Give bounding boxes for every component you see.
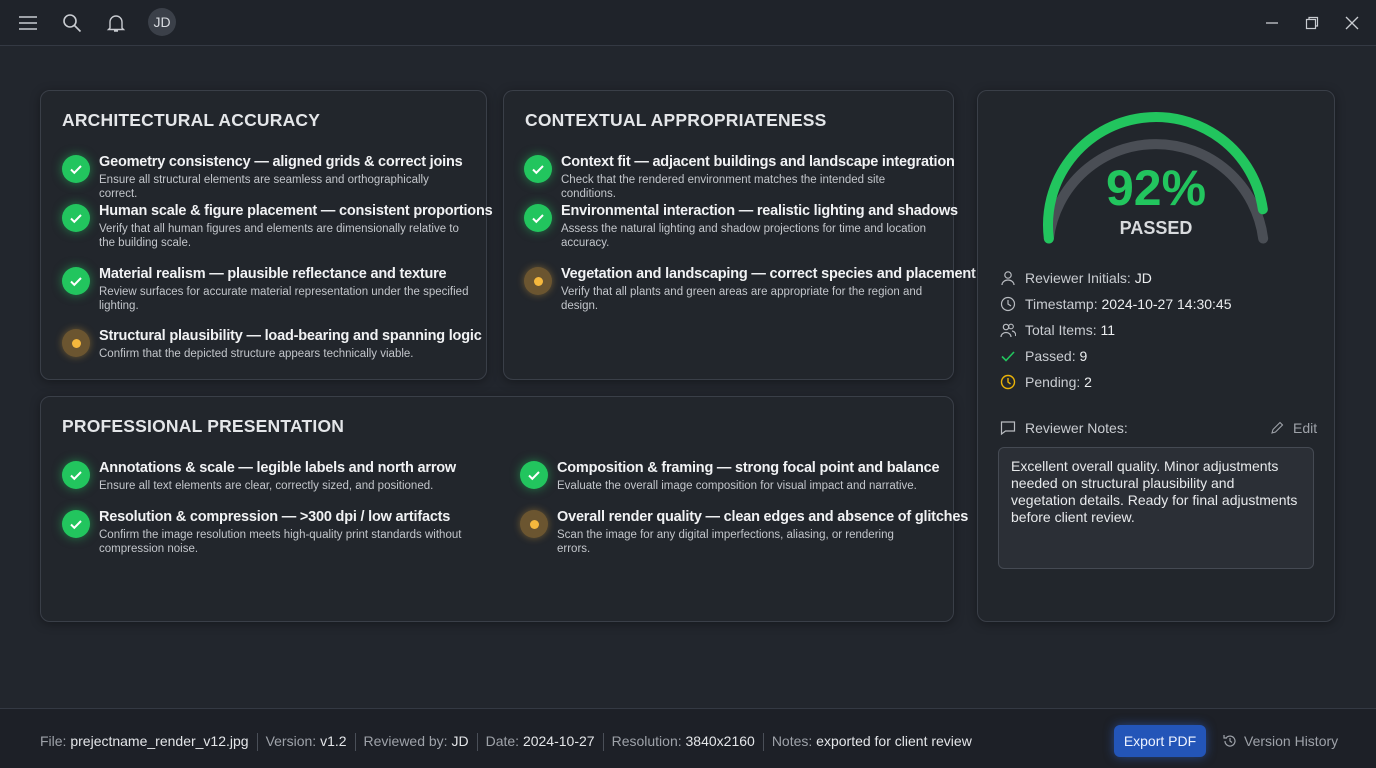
section-title: ARCHITECTURAL ACCURACY [62,110,321,130]
users-icon [1000,323,1016,338]
reviewer-row: Reviewer Initials: JD [1000,270,1152,286]
pending-label: Pending: [1025,374,1081,390]
item-title: Overall render quality — clean edges and… [557,509,969,525]
pending-value: 2 [1084,374,1092,390]
reviewer-notes-textarea[interactable]: Excellent overall quality. Minor adjustm… [998,447,1314,569]
check-circle-icon[interactable] [62,510,90,538]
maximize-icon[interactable] [1300,11,1324,35]
gauge-track [1043,139,1269,244]
notes-label: Reviewer Notes: [1025,420,1128,436]
gauge-fill [1043,111,1268,244]
percent-value: 92% [1105,160,1207,216]
item-title: Context fit — adjacent buildings and lan… [561,154,955,170]
resolution-label: Resolution: [611,733,682,749]
item-title: Structural plausibility — load-bearing a… [99,328,482,344]
item-title: Vegetation and landscaping — correct spe… [561,266,976,282]
total-value: 11 [1100,322,1116,338]
reviewer-label: Reviewer Initials: [1025,270,1131,286]
item-description: Confirm that the depicted structure appe… [99,348,414,360]
section-architectural-accuracy: ARCHITECTURAL ACCURACY [40,90,487,380]
item-title: Resolution & compression — >300 dpi / lo… [99,509,451,525]
version-label: Version: [265,733,317,749]
item-description: Verify that all human figures and elemen… [99,223,459,249]
item-title: Environmental interaction — realistic li… [561,203,958,219]
item-description: Verify that all plants and green areas a… [561,286,923,312]
total-row: Total Items: 11 [1000,322,1115,338]
pending-dot-icon[interactable] [520,510,548,538]
item-title: Composition & framing — strong focal poi… [557,460,940,476]
pending-row: Pending: 2 [1000,374,1092,390]
section-title: CONTEXTUAL APPROPRIATENESS [525,110,827,130]
passed-row: Passed: 9 [1000,348,1087,364]
check-circle-icon[interactable] [62,461,90,489]
check-circle-icon[interactable] [524,155,552,183]
comment-icon [1000,421,1016,436]
item-title: Material realism — plausible reflectance… [99,266,447,282]
total-label: Total Items: [1025,322,1097,338]
user-icon [1001,271,1015,286]
avatar[interactable]: JD [148,8,176,36]
date-value: 2024-10-27 [522,733,595,749]
resolution-value: 3840x2160 [685,733,755,749]
footer-notes-label: Notes: [771,733,813,749]
menu-icon[interactable] [16,11,40,35]
passed-value: 9 [1079,348,1088,364]
version-value: v1.2 [320,733,347,749]
file-value: prejectname_render_v12.jpg [70,733,249,749]
footer-bar: File: prejectname_render_v12.jpg Version… [0,708,1376,768]
item-title: Annotations & scale — legible labels and… [99,460,456,476]
version-history-label: Version History [1244,733,1339,749]
export-pdf-button[interactable]: Export PDF [1114,725,1206,757]
item-description: Review surfaces for accurate material re… [99,286,469,312]
progress-gauge [1043,111,1269,244]
version-history-button[interactable]: Version History [1222,733,1338,749]
edit-label: Edit [1293,420,1318,436]
item-description: Evaluate the overall image composition f… [557,480,917,492]
item-title: Geometry consistency — aligned grids & c… [99,154,463,170]
check-circle-icon[interactable] [520,461,548,489]
minimize-icon[interactable] [1260,11,1284,35]
history-icon [1223,735,1236,747]
file-info: File: prejectname_render_v12.jpg Version… [40,733,972,751]
check-circle-icon[interactable] [62,267,90,295]
date-label: Date: [485,733,520,749]
status-label: PASSED [1119,218,1193,238]
check-circle-icon[interactable] [62,204,90,232]
reviewed-value: JD [451,733,469,749]
footer-notes-value: exported for client review [816,733,972,749]
item-description: Scan the image for any digital imperfect… [557,529,894,555]
edit-notes-button[interactable]: Edit [1270,420,1317,436]
notes-header: Reviewer Notes: [1000,420,1128,436]
timestamp-row: Timestamp: 2024-10-27 14:30:45 [1000,296,1232,312]
search-icon[interactable] [60,11,84,35]
section-professional-presentation: PROFESSIONAL PRESENTATION [40,396,954,622]
pending-dot-icon[interactable] [62,329,90,357]
file-label: File: [40,733,67,749]
item-title: Human scale & figure placement — consist… [99,203,493,219]
pending-clock-icon [1000,374,1016,390]
bell-icon[interactable] [104,11,128,35]
close-icon[interactable] [1340,11,1364,35]
section-title: PROFESSIONAL PRESENTATION [62,416,345,436]
check-circle-icon[interactable] [524,204,552,232]
title-bar: JD [0,0,1376,46]
item-description: Confirm the image resolution meets high-… [99,529,462,555]
item-description: Check that the rendered environment matc… [561,174,886,200]
reviewer-value: JD [1134,270,1152,286]
clock-icon [1000,296,1016,312]
section-contextual-appropriateness: CONTEXTUAL APPROPRIATENESS [503,90,954,380]
pending-dot-icon[interactable] [524,267,552,295]
timestamp-value: 2024-10-27 14:30:45 [1101,296,1232,312]
timestamp-label: Timestamp: [1025,296,1098,312]
item-description: Ensure all structural elements are seaml… [99,174,429,200]
reviewed-label: Reviewed by: [363,733,448,749]
check-circle-icon[interactable] [62,155,90,183]
pencil-icon [1271,421,1284,434]
item-description: Assess the natural lighting and shadow p… [561,223,927,249]
item-description: Ensure all text elements are clear, corr… [99,480,434,492]
check-icon [1001,351,1015,362]
passed-label: Passed: [1025,348,1076,364]
